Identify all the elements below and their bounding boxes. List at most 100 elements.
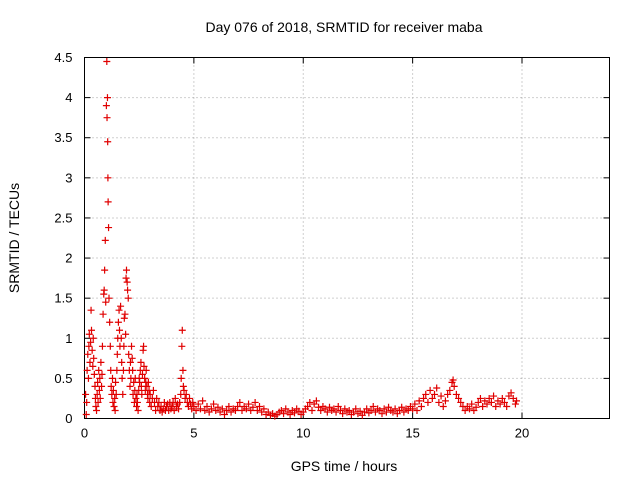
data-point <box>404 406 412 414</box>
data-point <box>170 406 178 414</box>
data-point <box>251 398 259 406</box>
data-point <box>107 366 115 374</box>
data-point <box>112 390 120 398</box>
data-point <box>107 382 115 390</box>
data-point <box>113 350 121 358</box>
data-point <box>474 398 482 406</box>
data-point <box>104 174 112 182</box>
data-point <box>179 382 187 390</box>
data-point <box>507 389 515 397</box>
data-point <box>308 406 316 414</box>
data-point <box>446 386 454 394</box>
data-point <box>472 403 480 411</box>
data-point <box>304 402 312 410</box>
data-point <box>369 402 377 410</box>
data-point <box>124 286 132 294</box>
data-point <box>176 398 184 406</box>
data-point <box>130 378 138 386</box>
data-point <box>116 326 123 334</box>
data-point <box>218 405 226 413</box>
data-point <box>143 382 151 390</box>
data-point <box>132 394 140 402</box>
data-point <box>186 394 193 402</box>
data-point <box>122 274 130 282</box>
data-point <box>85 342 93 350</box>
data-point <box>91 382 99 390</box>
data-point <box>158 408 166 416</box>
data-point <box>378 410 386 418</box>
data-point <box>199 397 207 405</box>
data-point <box>133 402 141 410</box>
data-point <box>391 405 399 413</box>
data-point <box>147 402 155 410</box>
data-point <box>439 402 447 410</box>
data-point <box>94 398 102 406</box>
data-point <box>146 390 154 398</box>
data-point <box>133 398 141 406</box>
data-point <box>117 302 125 310</box>
data-point <box>117 334 125 342</box>
data-point <box>141 374 149 382</box>
data-point <box>113 366 121 374</box>
data-point <box>125 350 133 358</box>
data-point <box>291 409 298 417</box>
data-point <box>424 398 432 406</box>
y-tick-label: 3.5 <box>54 130 72 145</box>
data-point <box>94 378 102 386</box>
data-point <box>99 310 107 318</box>
data-point <box>97 358 105 366</box>
data-point <box>89 334 97 342</box>
data-point <box>110 402 118 410</box>
data-point <box>492 402 500 410</box>
data-point <box>111 406 119 414</box>
data-point <box>210 400 218 408</box>
data-point <box>126 382 134 390</box>
data-point <box>89 362 97 370</box>
data-point <box>106 318 114 326</box>
data-point <box>98 370 106 378</box>
data-point <box>103 94 111 102</box>
data-point <box>126 358 134 366</box>
data-point <box>411 400 419 408</box>
data-point <box>123 266 130 274</box>
data-point <box>82 390 90 398</box>
data-point <box>468 400 476 408</box>
data-point <box>103 114 111 122</box>
data-points <box>82 58 521 420</box>
data-point <box>140 342 148 350</box>
data-point <box>100 286 108 294</box>
data-point <box>356 407 364 415</box>
data-point <box>455 394 463 402</box>
data-point <box>490 392 498 400</box>
data-point <box>138 370 146 378</box>
data-point <box>203 402 211 410</box>
data-point <box>280 410 288 418</box>
data-point <box>339 410 347 418</box>
data-point <box>102 102 110 110</box>
data-point <box>513 397 521 405</box>
data-point <box>461 406 469 414</box>
data-point <box>84 374 92 382</box>
data-point <box>88 326 95 334</box>
data-point <box>140 362 148 370</box>
data-point <box>109 398 117 406</box>
data-point <box>256 402 263 410</box>
data-point <box>417 402 425 410</box>
data-point <box>105 224 113 232</box>
y-tick-label: 1.5 <box>54 291 72 306</box>
data-point <box>90 370 98 378</box>
x-tick-label: 20 <box>515 426 529 441</box>
data-point <box>118 358 126 366</box>
data-point <box>82 410 90 418</box>
data-point <box>249 403 257 411</box>
data-point <box>444 390 452 398</box>
data-point <box>225 402 233 410</box>
data-point <box>437 392 445 400</box>
data-point <box>245 400 253 408</box>
data-point <box>431 390 438 398</box>
data-point <box>83 366 91 374</box>
data-point <box>177 374 185 382</box>
x-axis-label: GPS time / hours <box>291 458 398 474</box>
data-point <box>409 405 417 413</box>
data-point <box>242 405 250 413</box>
